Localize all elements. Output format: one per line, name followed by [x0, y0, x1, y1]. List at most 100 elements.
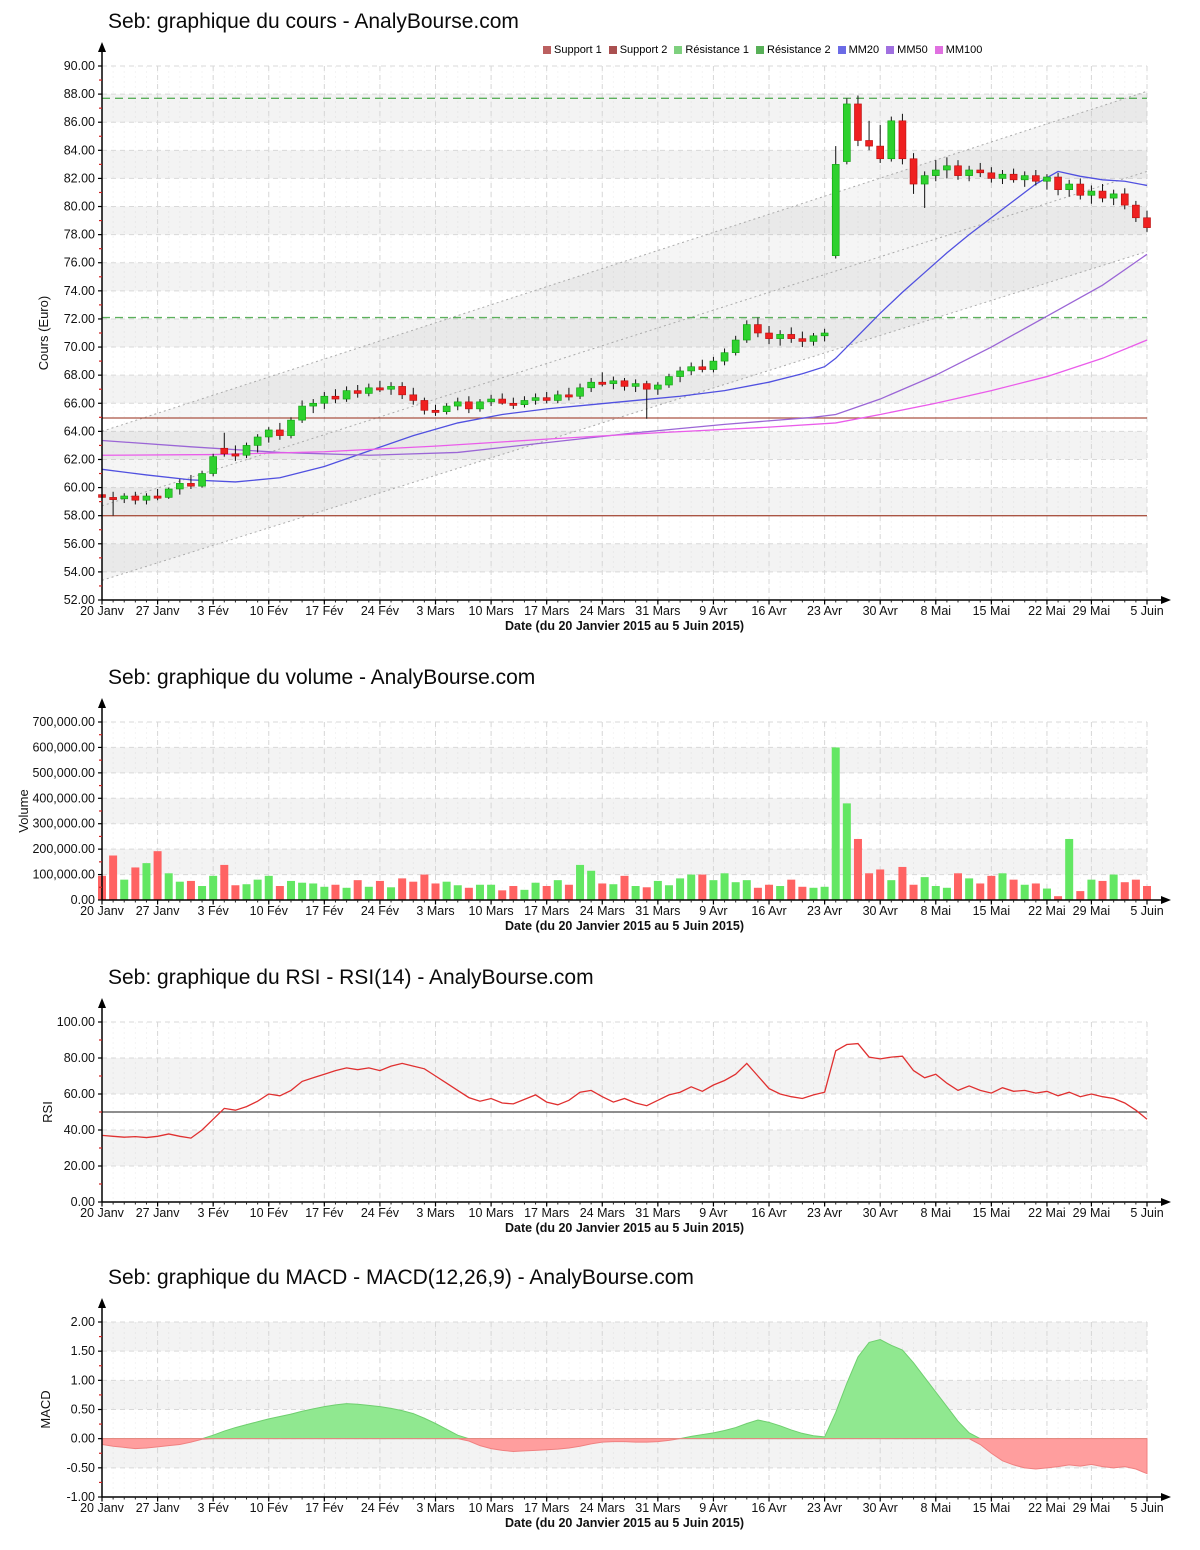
svg-text:10 Fév: 10 Fév [250, 604, 289, 618]
svg-text:31 Mars: 31 Mars [635, 1206, 680, 1220]
svg-text:10 Fév: 10 Fév [250, 1501, 289, 1515]
svg-text:24 Mars: 24 Mars [580, 904, 625, 918]
svg-text:24 Fév: 24 Fév [361, 1206, 400, 1220]
legend-label: Support 1 [554, 44, 602, 56]
svg-text:10 Mars: 10 Mars [469, 604, 514, 618]
svg-text:8 Mai: 8 Mai [920, 904, 951, 918]
svg-text:RSI: RSI [40, 1101, 55, 1123]
svg-text:23 Avr: 23 Avr [807, 1206, 842, 1220]
svg-text:17 Fév: 17 Fév [305, 1501, 344, 1515]
svg-text:10 Fév: 10 Fév [250, 1206, 289, 1220]
svg-text:5 Juin: 5 Juin [1130, 904, 1163, 918]
legend-label: MM100 [945, 44, 983, 56]
svg-text:52.00: 52.00 [64, 593, 95, 607]
svg-text:24 Mars: 24 Mars [580, 604, 625, 618]
svg-text:17 Fév: 17 Fév [305, 1206, 344, 1220]
svg-text:60.00: 60.00 [64, 481, 95, 495]
svg-text:Date (du 20 Janvier 2015 au 5: Date (du 20 Janvier 2015 au 5 Juin 2015) [505, 1221, 744, 1235]
svg-text:22 Mai: 22 Mai [1028, 1206, 1066, 1220]
legend-item-mm20: MM20 [837, 44, 880, 56]
svg-text:200,000.00: 200,000.00 [32, 842, 95, 856]
svg-text:600,000.00: 600,000.00 [32, 740, 95, 754]
svg-text:-0.50: -0.50 [67, 1461, 96, 1475]
svg-text:Date (du 20 Janvier 2015 au 5: Date (du 20 Janvier 2015 au 5 Juin 2015) [505, 919, 744, 933]
svg-text:23 Avr: 23 Avr [807, 604, 842, 618]
svg-text:24 Fév: 24 Fév [361, 1501, 400, 1515]
svg-text:5 Juin: 5 Juin [1130, 1501, 1163, 1515]
mm20-line [101, 170, 1148, 483]
legend-item-mm100: MM100 [934, 44, 983, 56]
svg-text:3 Fév: 3 Fév [198, 904, 230, 918]
svg-text:10 Mars: 10 Mars [469, 904, 514, 918]
legend-item-résistance-1: Résistance 1 [674, 44, 749, 56]
svg-text:17 Mars: 17 Mars [524, 904, 569, 918]
rsi-chart-title: Seb: graphique du RSI - RSI(14) - AnalyB… [108, 966, 594, 989]
svg-text:8 Mai: 8 Mai [920, 1206, 951, 1220]
svg-text:Date (du 20 Janvier 2015 au 5: Date (du 20 Janvier 2015 au 5 Juin 2015) [505, 1516, 744, 1530]
svg-text:Date (du 20 Janvier 2015 au 5: Date (du 20 Janvier 2015 au 5 Juin 2015) [505, 619, 744, 633]
svg-text:29 Mai: 29 Mai [1073, 1501, 1111, 1515]
svg-text:24 Mars: 24 Mars [580, 1501, 625, 1515]
svg-text:22 Mai: 22 Mai [1028, 604, 1066, 618]
svg-text:20 Janv: 20 Janv [80, 904, 125, 918]
svg-text:15 Mai: 15 Mai [973, 904, 1011, 918]
svg-text:58.00: 58.00 [64, 509, 95, 523]
svg-text:100,000.00: 100,000.00 [32, 868, 95, 882]
svg-text:0.00: 0.00 [71, 893, 95, 907]
svg-text:0.00: 0.00 [71, 1432, 95, 1446]
svg-text:3 Mars: 3 Mars [416, 1501, 454, 1515]
svg-text:10 Mars: 10 Mars [469, 1206, 514, 1220]
svg-text:24 Fév: 24 Fév [361, 904, 400, 918]
svg-text:29 Mai: 29 Mai [1073, 1206, 1111, 1220]
volume-chart-title: Seb: graphique du volume - AnalyBourse.c… [108, 666, 536, 689]
svg-text:2.00: 2.00 [71, 1315, 95, 1329]
legend-swatch [543, 46, 551, 54]
svg-text:1.50: 1.50 [71, 1344, 95, 1358]
svg-text:0.00: 0.00 [71, 1195, 95, 1209]
svg-text:30 Avr: 30 Avr [863, 904, 898, 918]
legend-item-résistance-2: Résistance 2 [756, 44, 831, 56]
svg-text:60.00: 60.00 [64, 1087, 95, 1101]
legend-label: Résistance 1 [685, 44, 749, 56]
svg-text:23 Avr: 23 Avr [807, 1501, 842, 1515]
svg-text:78.00: 78.00 [64, 228, 95, 242]
mm100-line [101, 339, 1148, 456]
svg-text:24 Mars: 24 Mars [580, 1206, 625, 1220]
legend-swatch [934, 46, 943, 54]
svg-text:16 Avr: 16 Avr [751, 904, 786, 918]
svg-text:3 Mars: 3 Mars [416, 604, 454, 618]
svg-text:3 Fév: 3 Fév [198, 1501, 230, 1515]
svg-text:31 Mars: 31 Mars [635, 1501, 680, 1515]
svg-text:90.00: 90.00 [64, 59, 95, 73]
svg-text:17 Mars: 17 Mars [524, 1501, 569, 1515]
svg-text:5 Juin: 5 Juin [1130, 1206, 1163, 1220]
svg-text:86.00: 86.00 [64, 115, 95, 129]
svg-text:15 Mai: 15 Mai [973, 1206, 1011, 1220]
svg-text:82.00: 82.00 [64, 171, 95, 185]
svg-text:17 Fév: 17 Fév [305, 604, 344, 618]
svg-text:20.00: 20.00 [64, 1159, 95, 1173]
legend-swatch [674, 46, 683, 54]
svg-text:64.00: 64.00 [64, 424, 95, 438]
svg-text:30 Avr: 30 Avr [863, 604, 898, 618]
svg-text:17 Mars: 17 Mars [524, 604, 569, 618]
svg-text:31 Mars: 31 Mars [635, 604, 680, 618]
svg-text:70.00: 70.00 [64, 340, 95, 354]
svg-text:3 Mars: 3 Mars [416, 904, 454, 918]
legend-label: MM20 [848, 44, 880, 56]
svg-text:500,000.00: 500,000.00 [32, 766, 95, 780]
svg-text:62.00: 62.00 [64, 452, 95, 466]
svg-text:68.00: 68.00 [64, 368, 95, 382]
volume-chart: 0.00 100,000.00 200,000.00 300,000.00 400,00… [16, 698, 1171, 933]
legend-swatch [608, 46, 617, 54]
svg-text:15 Mai: 15 Mai [973, 1501, 1011, 1515]
svg-text:24 Fév: 24 Fév [361, 604, 400, 618]
legend-label: MM50 [897, 44, 928, 56]
price-chart: 52.00 54.00 56.00 58.00 60.00 62.00 64.00 66.00… [36, 42, 1171, 633]
legend-item-support-1: Support 1 [543, 44, 602, 56]
svg-text:8 Mai: 8 Mai [920, 1501, 951, 1515]
svg-text:20 Janv: 20 Janv [80, 604, 125, 618]
price-chart-title: Seb: graphique du cours - AnalyBourse.co… [108, 10, 519, 33]
svg-text:30 Avr: 30 Avr [863, 1206, 898, 1220]
svg-text:Volume: Volume [16, 789, 31, 832]
